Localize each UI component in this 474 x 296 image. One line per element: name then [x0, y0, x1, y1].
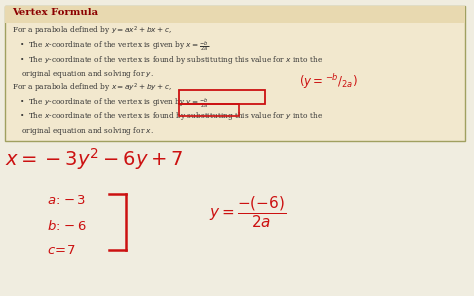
Bar — [5, 6, 465, 23]
Text: $b\!:\!-6$: $b\!:\!-6$ — [47, 219, 87, 233]
Text: Vertex Formula: Vertex Formula — [12, 8, 98, 17]
Text: $(y{=}^{-b}/_{2a})$: $(y{=}^{-b}/_{2a})$ — [299, 73, 357, 91]
Text: For a parabola defined by $y = ax^2 + bx + c$,: For a parabola defined by $y = ax^2 + bx… — [12, 25, 172, 38]
Text: $c\!=\!7$: $c\!=\!7$ — [47, 244, 76, 257]
Text: $x = -3y^2 - 6y + 7$: $x = -3y^2 - 6y + 7$ — [5, 147, 183, 172]
Text: •  The $x$-coordinate of the vertex is given by $x = \frac{-b}{2a}$.: • The $x$-coordinate of the vertex is gi… — [19, 39, 211, 54]
Text: •  The $y$-coordinate of the vertex is given by $y = \frac{-b}{2a}$.: • The $y$-coordinate of the vertex is gi… — [19, 96, 211, 110]
Text: $y = \dfrac{-(-6)}{2a}$: $y = \dfrac{-(-6)}{2a}$ — [209, 194, 286, 230]
Text: For a parabola defined by $x = ay^2 + by + c$,: For a parabola defined by $x = ay^2 + by… — [12, 82, 172, 95]
Text: $a\!:\!-3$: $a\!:\!-3$ — [47, 194, 86, 207]
Text: •  The $y$-coordinate of the vertex is found by substituting this value for $x$ : • The $y$-coordinate of the vertex is fo… — [19, 54, 323, 66]
Text: •  The $x$-coordinate of the vertex is found by substituting this value for $y$ : • The $x$-coordinate of the vertex is fo… — [19, 110, 323, 123]
Bar — [5, 6, 465, 141]
Text: original equation and solving for $y$.: original equation and solving for $y$. — [12, 68, 154, 80]
Bar — [179, 104, 239, 116]
Text: original equation and solving for $x$.: original equation and solving for $x$. — [12, 125, 154, 137]
Bar — [179, 90, 265, 104]
